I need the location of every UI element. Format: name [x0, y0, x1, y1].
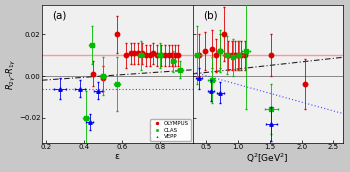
Legend: OLYMPUS, CLAS, VEPP: OLYMPUS, CLAS, VEPP — [149, 119, 191, 141]
Y-axis label: $R_{2\gamma}$-$R_{1\gamma}$: $R_{2\gamma}$-$R_{1\gamma}$ — [5, 58, 18, 90]
Text: (b): (b) — [203, 11, 218, 21]
X-axis label: ε: ε — [115, 152, 120, 160]
Text: (a): (a) — [52, 11, 67, 21]
X-axis label: Q$^2$[GeV$^2$]: Q$^2$[GeV$^2$] — [246, 152, 289, 165]
